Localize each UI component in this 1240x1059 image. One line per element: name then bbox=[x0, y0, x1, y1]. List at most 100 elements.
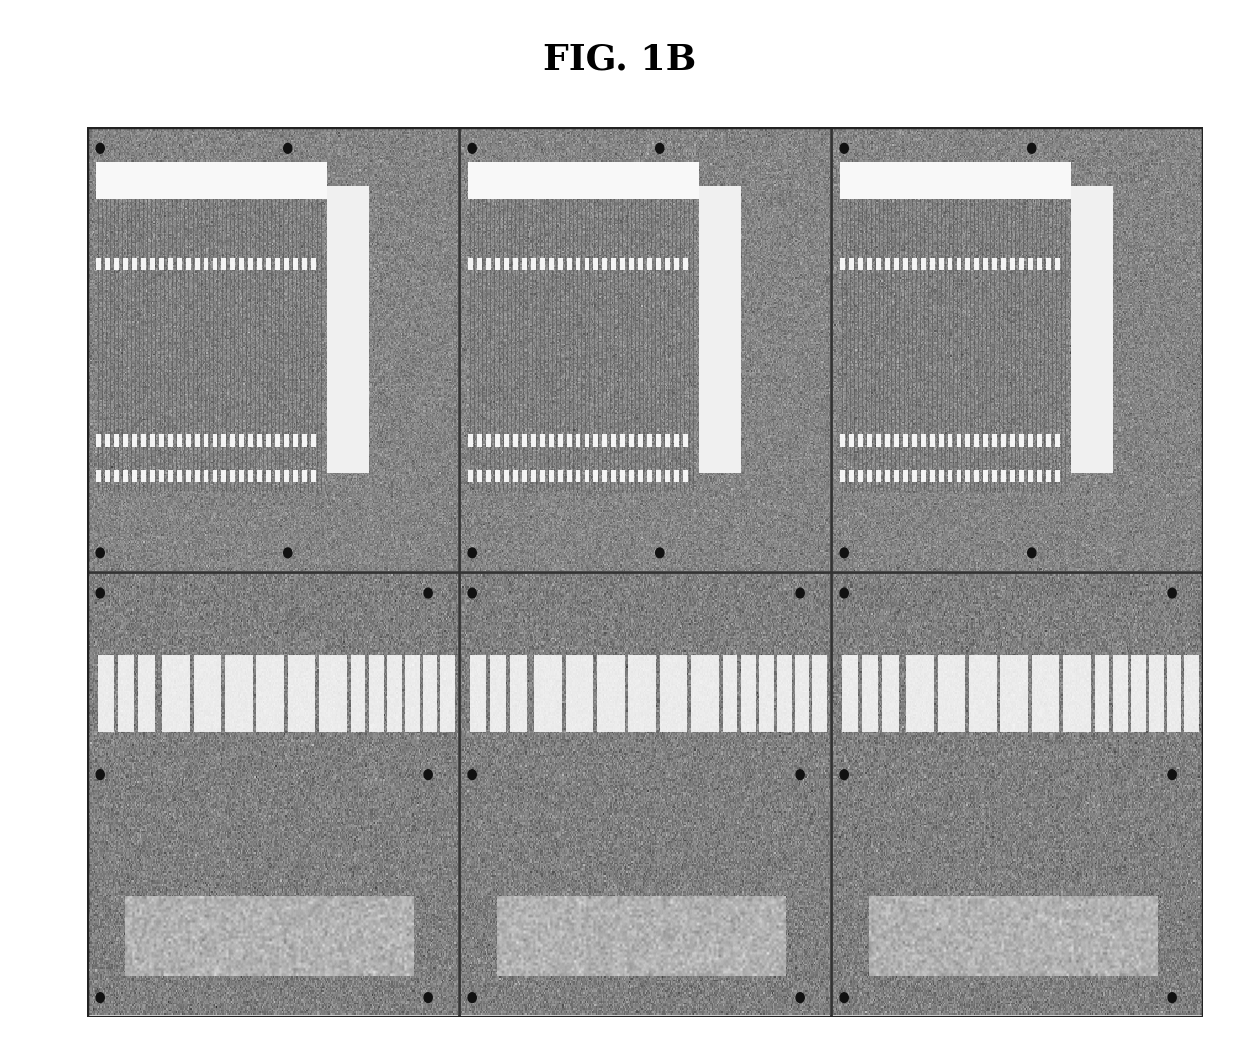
Bar bbox=[138, 654, 155, 733]
Circle shape bbox=[469, 992, 476, 1003]
Bar bbox=[567, 470, 572, 482]
Circle shape bbox=[839, 992, 848, 1003]
Bar bbox=[639, 470, 644, 482]
Bar bbox=[1037, 257, 1042, 270]
Bar bbox=[105, 470, 110, 482]
Bar bbox=[469, 434, 474, 447]
Bar bbox=[224, 654, 253, 733]
Circle shape bbox=[1028, 143, 1035, 154]
Bar bbox=[167, 434, 172, 447]
Bar bbox=[133, 434, 138, 447]
Bar bbox=[1055, 434, 1059, 447]
Bar bbox=[486, 434, 491, 447]
Bar bbox=[1001, 434, 1006, 447]
Circle shape bbox=[1028, 548, 1035, 558]
Bar bbox=[105, 257, 110, 270]
Bar bbox=[629, 257, 634, 270]
Bar bbox=[177, 434, 182, 447]
Bar bbox=[123, 470, 128, 482]
Bar bbox=[603, 434, 608, 447]
Bar bbox=[534, 654, 562, 733]
Bar bbox=[558, 257, 563, 270]
Bar bbox=[326, 186, 370, 473]
Bar bbox=[150, 470, 155, 482]
Bar bbox=[584, 434, 589, 447]
Bar bbox=[596, 654, 625, 733]
Bar bbox=[387, 654, 402, 733]
Bar bbox=[212, 434, 217, 447]
Bar bbox=[620, 470, 625, 482]
Bar bbox=[1019, 257, 1024, 270]
Bar bbox=[505, 470, 508, 482]
Bar bbox=[531, 470, 536, 482]
Bar bbox=[495, 257, 500, 270]
Bar bbox=[629, 470, 634, 482]
Bar bbox=[921, 470, 925, 482]
Bar bbox=[469, 470, 474, 482]
Circle shape bbox=[284, 143, 291, 154]
Bar bbox=[267, 257, 272, 270]
Bar bbox=[656, 434, 661, 447]
Bar bbox=[956, 434, 961, 447]
Bar bbox=[812, 654, 827, 733]
Bar bbox=[937, 654, 965, 733]
Bar bbox=[231, 257, 236, 270]
Bar bbox=[222, 470, 227, 482]
Circle shape bbox=[839, 548, 848, 558]
Bar bbox=[539, 470, 544, 482]
Bar bbox=[1019, 434, 1024, 447]
Bar bbox=[992, 470, 997, 482]
Circle shape bbox=[839, 588, 848, 598]
Bar bbox=[885, 257, 890, 270]
Bar bbox=[620, 434, 625, 447]
Bar bbox=[885, 434, 890, 447]
Bar bbox=[1114, 654, 1128, 733]
Bar bbox=[193, 654, 221, 733]
Bar bbox=[1070, 186, 1114, 473]
Circle shape bbox=[656, 143, 663, 154]
Bar bbox=[539, 434, 544, 447]
Bar bbox=[423, 654, 438, 733]
Bar bbox=[222, 257, 227, 270]
Bar bbox=[97, 470, 102, 482]
Bar bbox=[894, 470, 899, 482]
Bar bbox=[683, 434, 688, 447]
Bar bbox=[195, 434, 200, 447]
Bar bbox=[495, 434, 500, 447]
Bar bbox=[1045, 470, 1050, 482]
Bar bbox=[490, 654, 506, 733]
Bar bbox=[177, 470, 182, 482]
Bar bbox=[123, 257, 128, 270]
Bar bbox=[1063, 654, 1091, 733]
Bar bbox=[565, 654, 593, 733]
Bar bbox=[1149, 654, 1164, 733]
Bar bbox=[133, 470, 138, 482]
Bar bbox=[975, 257, 980, 270]
Bar bbox=[698, 186, 742, 473]
Bar bbox=[293, 257, 298, 270]
Bar bbox=[858, 257, 863, 270]
Bar bbox=[930, 470, 935, 482]
Bar bbox=[858, 434, 863, 447]
Bar bbox=[983, 434, 988, 447]
Circle shape bbox=[839, 770, 848, 779]
Bar bbox=[267, 470, 272, 482]
Bar bbox=[239, 257, 244, 270]
Bar bbox=[947, 257, 952, 270]
Circle shape bbox=[1168, 992, 1177, 1003]
Bar bbox=[665, 434, 670, 447]
Bar bbox=[956, 257, 961, 270]
Bar bbox=[167, 470, 172, 482]
Circle shape bbox=[796, 588, 805, 598]
Bar bbox=[257, 470, 262, 482]
Bar bbox=[849, 434, 854, 447]
Bar bbox=[975, 434, 980, 447]
Bar bbox=[795, 654, 810, 733]
Bar bbox=[469, 257, 474, 270]
Circle shape bbox=[656, 548, 663, 558]
Bar bbox=[1011, 470, 1014, 482]
Bar bbox=[513, 470, 518, 482]
Bar bbox=[141, 257, 146, 270]
Bar bbox=[301, 434, 306, 447]
Bar bbox=[1095, 654, 1110, 733]
